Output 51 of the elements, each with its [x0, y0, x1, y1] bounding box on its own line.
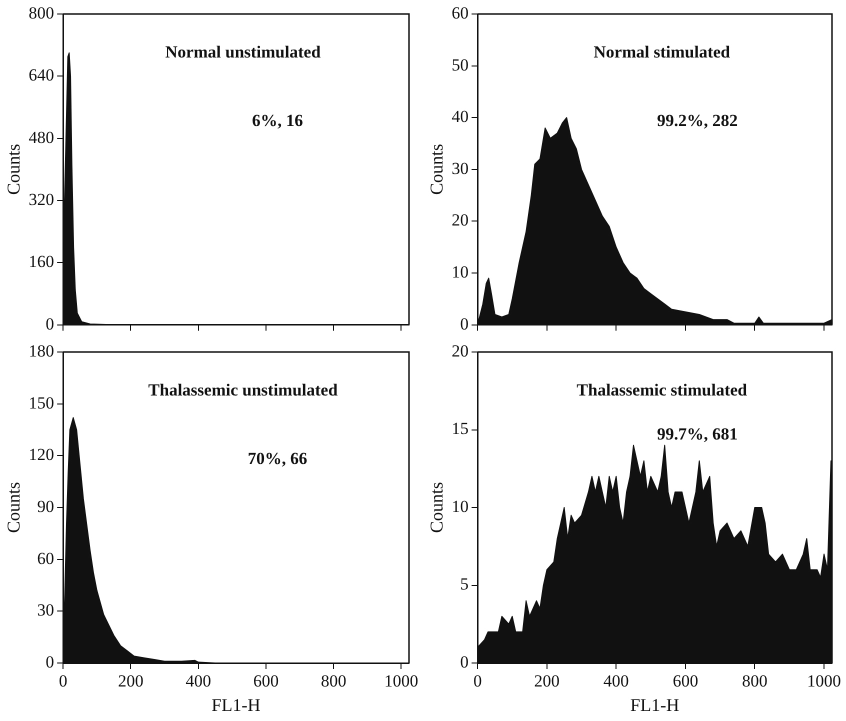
y-axis-title: Counts — [426, 482, 447, 534]
y-tick-label: 10 — [452, 262, 469, 282]
x-tick-label: 1000 — [384, 672, 418, 691]
x-axis-title: FL1-H — [630, 694, 680, 715]
x-tick-label: 800 — [742, 672, 768, 691]
annotation: 99.2%, 282 — [656, 110, 738, 130]
y-tick-label: 15 — [452, 419, 469, 438]
x-tick-label: 400 — [186, 672, 212, 691]
y-tick-label: 90 — [37, 496, 54, 516]
y-tick-label: 0 — [460, 652, 469, 672]
y-tick-label: 40 — [452, 107, 469, 126]
y-axis-title: Counts — [4, 144, 24, 195]
y-axis-title: Counts — [426, 144, 447, 195]
y-tick-label: 640 — [28, 66, 54, 85]
x-tick-label: 0 — [473, 672, 482, 691]
x-tick-label: 200 — [118, 672, 144, 691]
text: Normal stimulated — [594, 42, 731, 62]
y-tick-label: 30 — [452, 158, 469, 178]
y-axis-title: Counts — [4, 482, 24, 534]
y-tick-label: 320 — [28, 190, 54, 209]
y-tick-label: 160 — [28, 252, 54, 272]
y-tick-label: 10 — [452, 496, 469, 516]
x-tick-label: 600 — [253, 672, 279, 691]
y-tick-label: 0 — [46, 652, 54, 672]
x-tick-label: 600 — [672, 672, 698, 691]
y-tick-label: 5 — [460, 574, 469, 594]
text: Normal unstimulated — [165, 42, 322, 62]
x-axis-title: FL1-H — [212, 694, 261, 715]
y-tick-label: 150 — [28, 393, 54, 412]
y-tick-label: 20 — [452, 210, 469, 230]
annotation: 99.7%, 681 — [656, 424, 738, 444]
y-tick-label: 480 — [28, 128, 54, 147]
y-tick-label: 800 — [28, 3, 54, 22]
x-tick-label: 0 — [58, 672, 68, 691]
y-tick-label: 180 — [28, 341, 54, 360]
y-tick-label: 120 — [28, 445, 54, 464]
text: Thalassemic stimulated — [576, 380, 748, 400]
annotation: 6%, 16 — [252, 110, 304, 130]
x-tick-label: 1000 — [807, 672, 842, 691]
y-tick-label: 50 — [452, 55, 469, 74]
y-tick-label: 0 — [460, 314, 469, 334]
annotation: 70%, 66 — [248, 448, 308, 468]
x-tick-label: 200 — [534, 672, 560, 691]
text: Thalassemic unstimulated — [148, 380, 338, 400]
y-tick-label: 0 — [46, 314, 54, 334]
x-tick-label: 400 — [603, 672, 629, 691]
y-tick-label: 60 — [37, 548, 54, 568]
y-tick-label: 30 — [37, 600, 54, 620]
y-tick-label: 20 — [452, 341, 469, 360]
y-tick-label: 60 — [452, 3, 469, 22]
x-tick-label: 800 — [320, 672, 346, 691]
